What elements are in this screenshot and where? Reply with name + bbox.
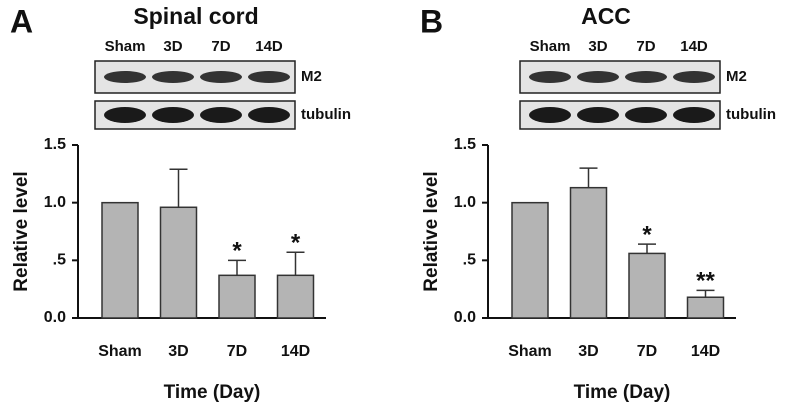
y-axis-label: Relative level <box>11 171 32 291</box>
bar <box>628 252 666 319</box>
y-tick-label: .5 <box>53 252 66 269</box>
y-tick-label: 0.0 <box>44 309 66 326</box>
y-tick-label: 0.0 <box>454 309 476 326</box>
x-tick-label: Sham <box>508 343 552 360</box>
significance-mark: * <box>642 222 652 249</box>
x-tick-label: Sham <box>98 343 142 360</box>
blot-band <box>673 71 715 83</box>
x-tick-label: 3D <box>168 343 188 360</box>
significance-mark: ** <box>696 268 715 295</box>
chart-title: Spinal cord <box>133 3 258 29</box>
x-axis-label: Time (Day) <box>574 382 671 403</box>
blot-band <box>104 107 146 123</box>
blot-band <box>577 71 619 83</box>
error-bar <box>638 243 656 254</box>
panel-letter: B <box>420 3 443 39</box>
significance-mark: * <box>291 230 301 257</box>
blot-band <box>529 71 571 83</box>
blot-label: tubulin <box>301 106 351 123</box>
blot-label: M2 <box>726 68 747 85</box>
panel: A Spinal cord Sham 3D 7D 14D M2 tubulin 0.0 .5 1.0… <box>10 3 351 403</box>
blot-band <box>152 107 194 123</box>
blot-band <box>673 107 715 123</box>
panel: B ACC Sham 3D 7D 14D M2 tubulin 0.0 .5 1.0 1.5 Relat… <box>420 3 776 403</box>
y-axis-label: Relative level <box>421 171 442 291</box>
blot-lane-label: 7D <box>211 38 230 55</box>
blot-lane-label: Sham <box>530 38 571 55</box>
bar <box>686 296 725 319</box>
blot-lane-label: Sham <box>105 38 146 55</box>
blot-lane-label: 3D <box>163 38 182 55</box>
bar <box>101 201 139 319</box>
x-axis-label: Time (Day) <box>164 382 261 403</box>
y-tick-label: 1.0 <box>454 194 476 211</box>
bar <box>569 186 608 319</box>
significance-mark: * <box>232 238 242 265</box>
blot-band <box>152 71 194 83</box>
blot-band <box>248 71 290 83</box>
blot-band <box>200 71 242 83</box>
bar <box>218 274 256 319</box>
x-tick-label: 14D <box>281 343 310 360</box>
y-tick-label: 1.5 <box>454 136 476 153</box>
blot-band <box>577 107 619 123</box>
error-bar <box>169 168 188 208</box>
panel-letter: A <box>10 3 33 39</box>
error-bar <box>579 167 598 188</box>
blot-lane-label: 7D <box>636 38 655 55</box>
error-bar <box>696 289 715 298</box>
y-tick-label: .5 <box>463 252 476 269</box>
x-tick-label: 7D <box>227 343 247 360</box>
bar <box>511 201 549 319</box>
blot-band <box>200 107 242 123</box>
blot-lane-label: 14D <box>680 38 708 55</box>
blot-band <box>625 107 667 123</box>
blot-label: tubulin <box>726 106 776 123</box>
bar <box>159 206 198 319</box>
error-bar <box>286 251 305 276</box>
blot-label: M2 <box>301 68 322 85</box>
bar <box>276 274 315 319</box>
y-tick-label: 1.0 <box>44 194 66 211</box>
x-tick-label: 14D <box>691 343 720 360</box>
blot-band <box>104 71 146 83</box>
blot-band <box>248 107 290 123</box>
y-tick-label: 1.5 <box>44 136 66 153</box>
x-tick-label: 7D <box>637 343 657 360</box>
blot-band <box>625 71 667 83</box>
error-bar <box>228 259 246 276</box>
chart-title: ACC <box>581 3 631 29</box>
blot-lane-label: 3D <box>588 38 607 55</box>
blot-lane-label: 14D <box>255 38 283 55</box>
x-tick-label: 3D <box>578 343 598 360</box>
blot-band <box>529 107 571 123</box>
